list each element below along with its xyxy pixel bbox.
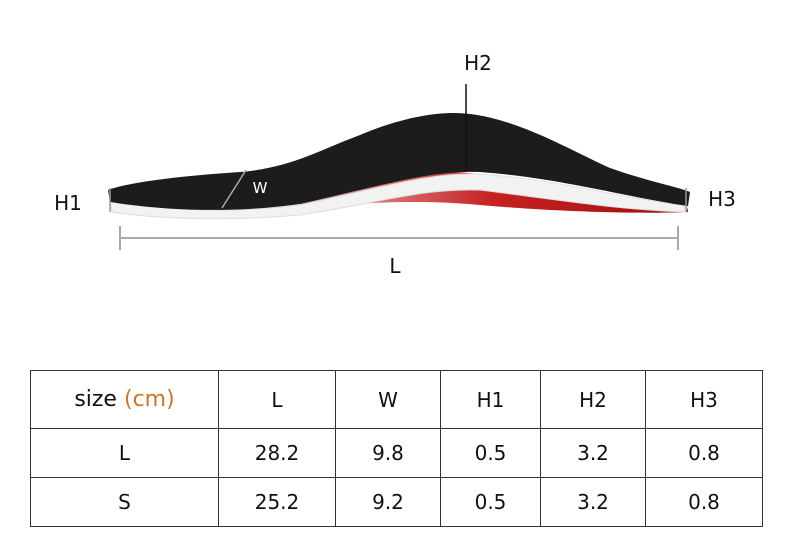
size-table: size (cm) L W H1 H2 H3 L 28.2 9.8 0.5 3.… xyxy=(30,370,763,527)
row: L 28.2 9.8 0.5 3.2 0.8 xyxy=(30,428,763,478)
h1-label: H1 xyxy=(54,191,82,215)
cell: 0.8 xyxy=(645,428,763,478)
h2-label: H2 xyxy=(464,51,492,75)
l-label: L xyxy=(389,254,401,278)
cell: 28.2 xyxy=(218,428,336,478)
insole-top xyxy=(108,112,690,210)
insole-diagram: H2 H1 H3 W L xyxy=(54,51,736,278)
cell: 0.5 xyxy=(440,428,541,478)
cell: 0.8 xyxy=(645,477,763,527)
header-unit: (cm) xyxy=(123,387,175,412)
h3-label: H3 xyxy=(708,187,736,211)
cell: 3.2 xyxy=(540,428,646,478)
header-cell: W xyxy=(335,370,441,429)
w-label: W xyxy=(253,179,268,197)
cell: 9.2 xyxy=(335,477,441,527)
row: S 25.2 9.2 0.5 3.2 0.8 xyxy=(30,477,763,527)
header-text: size xyxy=(74,387,117,412)
header-row: size (cm) L W H1 H2 H3 xyxy=(30,370,763,429)
header-cell: size (cm) xyxy=(30,370,219,429)
w-line xyxy=(221,169,247,209)
header-cell: H3 xyxy=(645,370,763,429)
cell: 25.2 xyxy=(218,477,336,527)
cell: S xyxy=(30,477,219,527)
header-cell: H2 xyxy=(540,370,646,429)
header-cell: H1 xyxy=(440,370,541,429)
cell: L xyxy=(30,428,219,478)
header-cell: L xyxy=(218,370,336,429)
cell: 3.2 xyxy=(540,477,646,527)
cell: 0.5 xyxy=(440,477,541,527)
cell: 9.8 xyxy=(335,428,441,478)
